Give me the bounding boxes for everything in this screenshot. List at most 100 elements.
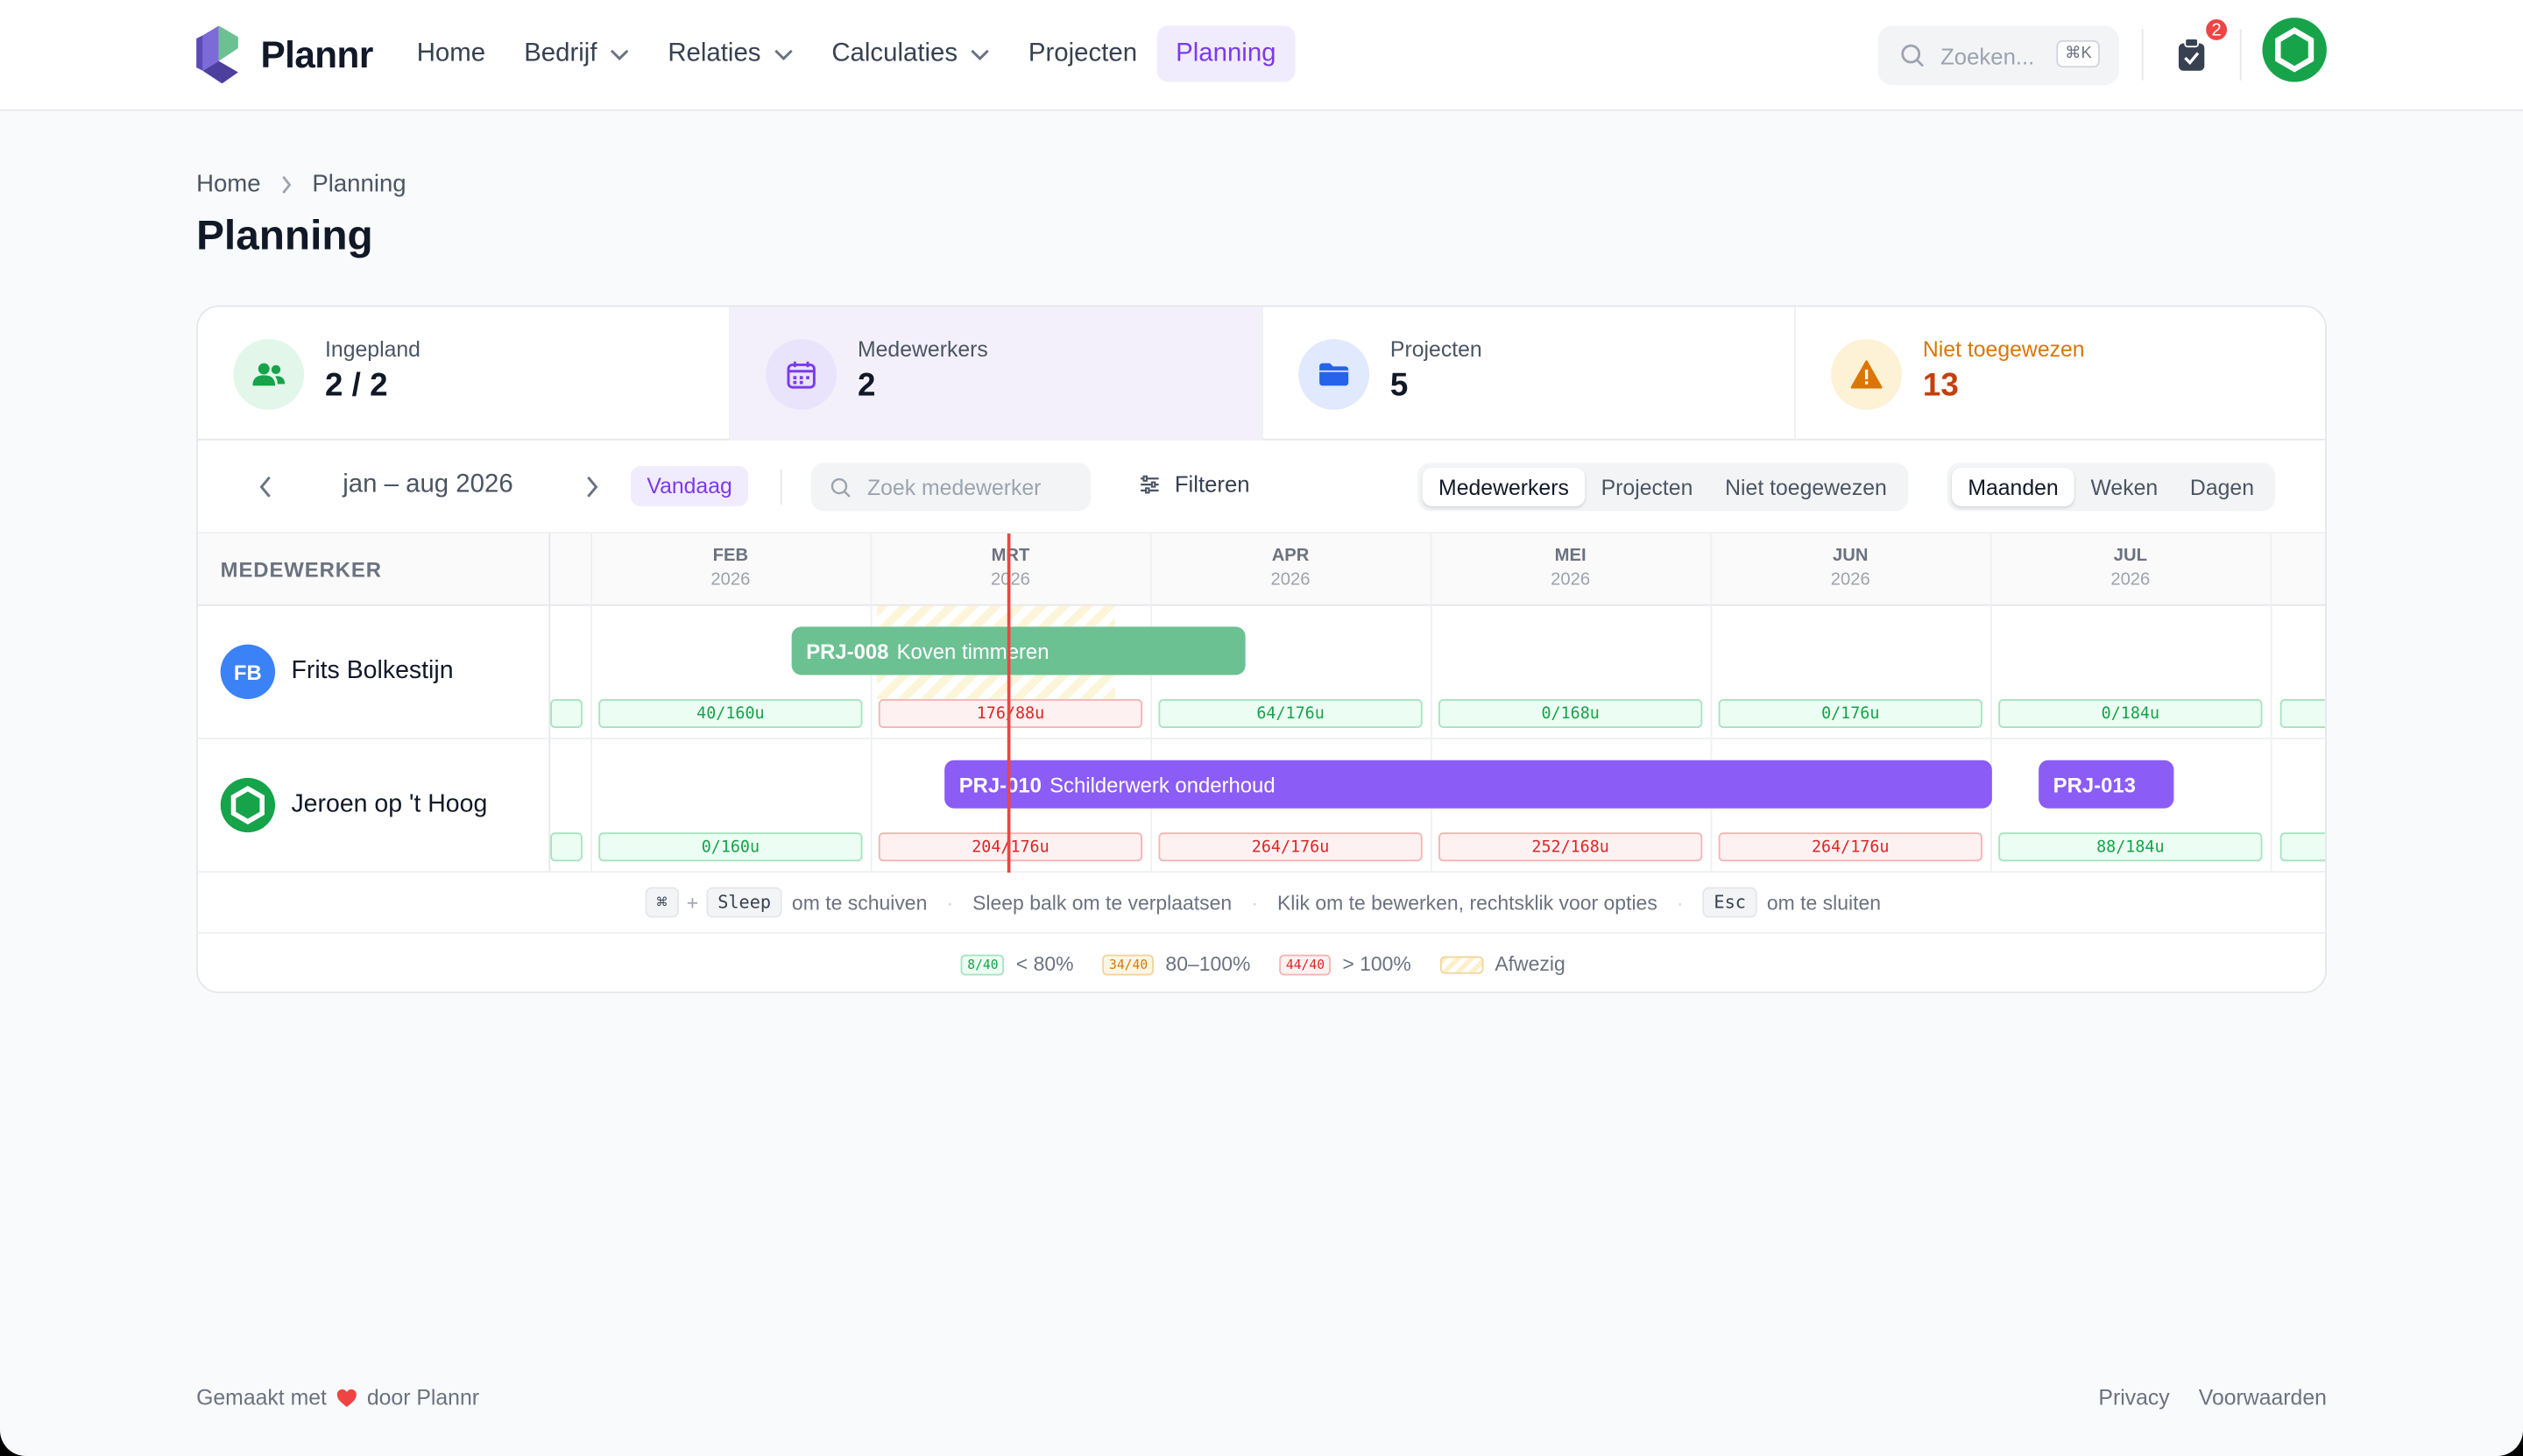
stat-label: Ingepland: [325, 337, 420, 362]
hint-text: om te sluiten: [1766, 891, 1881, 914]
warning-icon: [1831, 339, 1903, 410]
stat-ingepland[interactable]: Ingepland 2 / 2: [198, 307, 731, 441]
grid-line: [1430, 534, 1432, 873]
nav-item-projecten[interactable]: Projecten: [1009, 25, 1156, 81]
footer-credit: Gemaakt met door Plannr: [196, 1385, 479, 1410]
hours-cell: [550, 832, 583, 862]
stat-medewerkers[interactable]: Medewerkers 2: [730, 307, 1263, 441]
today-button[interactable]: Vandaag: [630, 465, 749, 506]
stat-projecten[interactable]: Projecten 5: [1263, 307, 1796, 441]
grid-line: [2270, 534, 2272, 873]
legend-chip: 8/40: [960, 953, 1005, 975]
legend-label: > 100%: [1342, 952, 1411, 976]
nav-item-calculaties[interactable]: Calculaties: [812, 25, 1009, 81]
app-logo[interactable]: Plannr: [196, 25, 374, 84]
bar-title: Schilderwerk onderhoud: [1049, 772, 1276, 796]
month-header: FEB 2026: [710, 546, 751, 590]
clipboard-notification-icon[interactable]: [2175, 37, 2208, 72]
stat-niet-toegewezen[interactable]: Niet toegewezen 13: [1796, 307, 2325, 440]
legend-label: < 80%: [1015, 952, 1074, 976]
calendar-icon: [766, 339, 837, 410]
breadcrumb-home[interactable]: Home: [196, 170, 261, 198]
filter-button[interactable]: Filteren: [1139, 470, 1250, 497]
hours-cell: [550, 698, 583, 729]
planning-card: Ingepland 2 / 2 Medewerkers 2 Projecten …: [196, 305, 2327, 993]
nav-item-bedrijf[interactable]: Bedrijf: [505, 25, 648, 81]
footer-link-privacy[interactable]: Privacy: [2098, 1385, 2170, 1410]
view-projecten[interactable]: Projecten: [1601, 475, 1693, 499]
stats-bar: Ingepland 2 / 2 Medewerkers 2 Projecten …: [197, 307, 2326, 441]
next-period-button[interactable]: [584, 474, 600, 499]
date-range: jan – aug 2026: [343, 470, 513, 498]
search-icon: [830, 477, 851, 497]
employee-name[interactable]: Frits Bolkestijn: [291, 657, 454, 685]
today-marker: [1007, 534, 1011, 873]
top-navbar: Plannr Home Bedrijf Relaties Calculaties…: [0, 0, 2523, 111]
users-icon: [233, 339, 305, 410]
hours-cell: 252/168u: [1438, 832, 1703, 862]
chevron-right-icon: [282, 175, 292, 194]
stat-value: 2: [857, 368, 876, 404]
month-header: APR 2026: [1270, 546, 1311, 590]
employee-row: FB Frits Bolkestijn PRJ-008 Koven timmere…: [197, 605, 2326, 739]
nav-item-relaties[interactable]: Relaties: [648, 25, 812, 81]
scale-weken[interactable]: Weken: [2090, 475, 2159, 499]
project-bar-prj-013[interactable]: PRJ-013: [2039, 760, 2174, 809]
search-placeholder: Zoeken...: [1940, 42, 2035, 68]
legend-item-under: 8/40 < 80%: [960, 952, 1074, 976]
separator: ·: [946, 891, 954, 914]
filter-label: Filteren: [1174, 470, 1250, 497]
nav-label: Home: [416, 39, 486, 67]
main-nav: Home Bedrijf Relaties Calculaties Projec…: [398, 25, 1296, 82]
stat-label: Projecten: [1389, 337, 1482, 362]
view-niet-toegewezen[interactable]: Niet toegewezen: [1725, 475, 1887, 499]
nav-item-planning[interactable]: Planning: [1156, 25, 1296, 82]
separator: ·: [1251, 891, 1258, 914]
employee-search-input[interactable]: Zoek medewerker: [810, 463, 1092, 512]
search-shortcut: ⌘K: [2056, 39, 2100, 68]
plannr-logo-icon: [196, 25, 238, 84]
scale-maanden[interactable]: Maanden: [1951, 467, 2075, 506]
employee-row: Jeroen op 't Hoog PRJ-010 Schilderwerk on…: [197, 739, 2326, 873]
global-search[interactable]: Zoeken... ⌘K: [1877, 25, 2119, 86]
project-bar-prj-010[interactable]: PRJ-010 Schilderwerk onderhoud: [944, 760, 1992, 809]
plus-sign: +: [686, 891, 699, 914]
divider: [2239, 29, 2242, 81]
scale-dagen[interactable]: Dagen: [2189, 475, 2255, 499]
stat-label: Medewerkers: [857, 337, 988, 362]
hint-text: Klik om te bewerken, rechtsklik voor opt…: [1276, 891, 1657, 914]
project-bar-prj-008[interactable]: PRJ-008 Koven timmeren: [791, 626, 1246, 675]
stat-value: 13: [1922, 368, 1959, 404]
view-medewerkers[interactable]: Medewerkers: [1422, 467, 1586, 506]
hours-cell: 40/160u: [598, 698, 863, 729]
employee-search-placeholder: Zoek medewerker: [866, 475, 1042, 499]
employee-name[interactable]: Jeroen op 't Hoog: [291, 790, 488, 818]
search-icon: [1901, 44, 1924, 67]
nav-item-home[interactable]: Home: [398, 25, 505, 81]
user-avatar[interactable]: [2262, 18, 2327, 82]
legend-chip: 34/40: [1102, 953, 1155, 975]
scale-switcher: Maanden Weken Dagen: [1947, 463, 2275, 512]
grid-line: [1150, 534, 1153, 873]
drag-key: Sleep: [706, 887, 782, 918]
grid-line: [870, 534, 873, 873]
heart-icon: [336, 1388, 357, 1407]
notification-badge: 2: [2202, 16, 2230, 44]
chevron-down-icon: [774, 48, 793, 60]
hours-cell: 0/160u: [598, 832, 863, 862]
nav-label: Bedrijf: [524, 39, 597, 67]
nav-label: Planning: [1176, 39, 1276, 67]
legend-item-over: 44/40 > 100%: [1279, 952, 1411, 976]
hours-cell: 264/176u: [1158, 832, 1423, 862]
page-title: Planning: [196, 210, 373, 259]
footer-link-voorwaarden[interactable]: Voorwaarden: [2198, 1385, 2327, 1410]
sliders-icon: [1141, 474, 1159, 493]
previous-period-button[interactable]: [258, 474, 273, 499]
grid-line: [1990, 534, 1992, 873]
app-name: Plannr: [260, 32, 374, 75]
month-header: JUN 2026: [1830, 546, 1870, 590]
absent-swatch: [1439, 955, 1484, 973]
sidebar-border: [548, 534, 551, 873]
